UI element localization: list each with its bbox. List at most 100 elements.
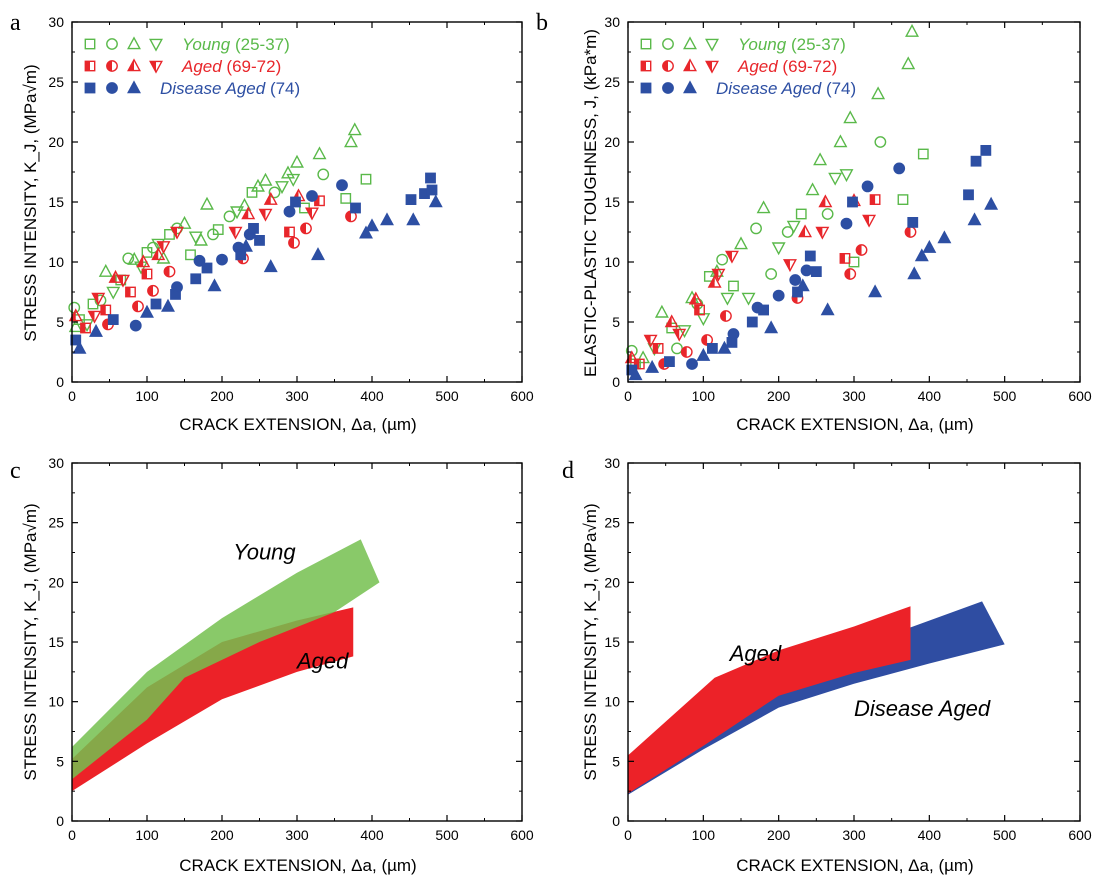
y-tick-label: 20 <box>604 574 620 590</box>
data-point <box>246 186 258 198</box>
data-point <box>405 194 417 205</box>
data-point <box>937 230 952 244</box>
data-point <box>70 334 82 346</box>
data-point <box>764 320 779 334</box>
data-point <box>789 274 802 286</box>
data-point <box>758 304 770 316</box>
panel-letter: c <box>10 458 21 484</box>
data-point <box>216 253 228 266</box>
data-point <box>897 194 909 205</box>
data-point <box>907 266 922 280</box>
data-point <box>901 56 916 70</box>
data-point-half <box>658 358 665 370</box>
data-point-half <box>856 244 862 256</box>
data-point <box>820 302 835 316</box>
data-point <box>150 298 162 310</box>
y-tick-label: 0 <box>56 374 64 390</box>
x-tick-label: 100 <box>692 388 716 404</box>
data-point <box>843 110 858 124</box>
legend-label: Young (25-37) <box>182 35 290 54</box>
data-point <box>223 210 236 223</box>
panel-letter: b <box>536 10 548 36</box>
data-point <box>786 220 801 234</box>
y-axis-title: STRESS INTENSITY, K_J, (MPa√m) <box>21 64 40 341</box>
y-axis-title: ELASTIC-PLASTIC TOUGHNESS, J, (kPa*m) <box>581 29 600 377</box>
x-tick-label: 400 <box>918 827 942 843</box>
y-tick-label: 25 <box>48 515 64 531</box>
data-point <box>677 325 692 339</box>
data-point <box>317 168 330 181</box>
x-tick-label: 600 <box>510 388 534 404</box>
legend-marker <box>662 82 674 94</box>
y-tick-label: 25 <box>604 515 620 531</box>
data-point <box>847 196 858 208</box>
data-point-half <box>306 208 312 219</box>
data-point <box>805 182 820 196</box>
legend-series-name: Disease Aged <box>160 79 266 98</box>
y-tick-label: 10 <box>48 694 64 710</box>
y-tick-label: 20 <box>48 574 64 590</box>
data-point <box>840 217 853 230</box>
data-point <box>706 343 718 354</box>
data-point-half <box>720 310 726 322</box>
legend-marker-half <box>106 60 112 72</box>
data-point <box>406 212 421 226</box>
data-point <box>696 347 711 361</box>
x-tick-label: 300 <box>285 827 309 843</box>
data-point-half <box>653 343 659 354</box>
data-point <box>907 216 919 228</box>
data-point <box>716 253 729 266</box>
data-point <box>200 196 214 210</box>
data-point <box>306 190 318 202</box>
panel-letter: d <box>562 458 574 484</box>
band-label: Disease Aged <box>854 696 991 721</box>
data-point <box>963 189 974 201</box>
data-point <box>893 162 906 175</box>
y-tick-label: 15 <box>604 634 620 650</box>
panel-letter: a <box>10 10 21 36</box>
data-point <box>970 155 982 167</box>
data-point <box>795 208 807 220</box>
x-tick-label: 100 <box>135 827 159 843</box>
data-point <box>258 172 273 186</box>
x-tick-label: 500 <box>993 827 1017 843</box>
x-tick-label: 600 <box>1068 388 1092 404</box>
panel-a: a 0 100 200 300 400 500 600 0 5 10 15 20 25 30 CRACK EX… <box>10 10 534 434</box>
data-point <box>248 222 259 234</box>
legend-marker <box>149 38 163 52</box>
data-point <box>254 234 265 246</box>
y-tick-label: 0 <box>612 374 620 390</box>
data-point <box>72 340 87 354</box>
x-tick-label: 400 <box>918 388 942 404</box>
data-point <box>734 236 748 250</box>
data-point <box>833 134 848 148</box>
data-point <box>795 278 810 292</box>
data-point <box>810 266 822 277</box>
y-tick-label: 15 <box>48 194 64 210</box>
data-point <box>311 247 325 261</box>
data-point-half <box>681 346 687 358</box>
legend-marker <box>106 38 118 50</box>
legend: Young (25-37) Aged (69-72) Disease Aged (7… <box>640 35 856 98</box>
y-tick-label: 10 <box>48 254 64 270</box>
data-point-half <box>726 251 732 263</box>
legend-series-range: (69-72) <box>222 57 282 76</box>
y-tick-label: 15 <box>604 194 620 210</box>
legend-marker <box>84 82 96 94</box>
data-point-half <box>259 209 266 221</box>
data-point <box>161 298 175 312</box>
band-aged <box>628 606 911 794</box>
data-point <box>800 264 813 277</box>
data-point <box>425 172 436 184</box>
legend-marker <box>106 82 118 94</box>
legend-label: Disease Aged (74) <box>716 79 856 98</box>
data-point <box>127 251 142 265</box>
data-point <box>290 154 304 168</box>
data-point <box>107 314 119 325</box>
data-point-half <box>314 196 320 206</box>
x-axis-title: CRACK EXTENSION, Δa, (µm) <box>179 856 416 875</box>
y-tick-label: 10 <box>604 694 620 710</box>
data-point <box>140 304 154 318</box>
data-point <box>286 173 301 187</box>
